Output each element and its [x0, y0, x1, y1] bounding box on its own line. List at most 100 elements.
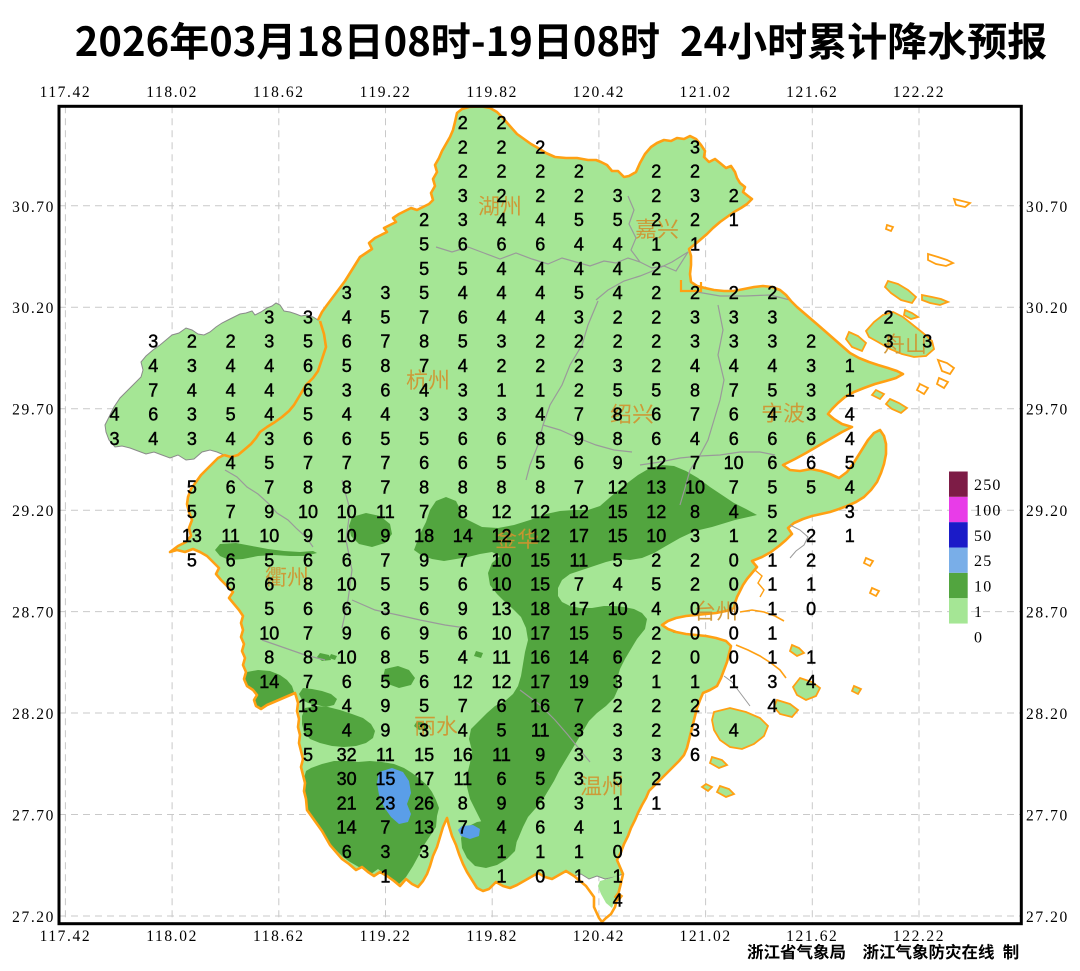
svg-text:3: 3	[342, 380, 352, 400]
svg-text:6: 6	[458, 453, 468, 473]
svg-text:6: 6	[496, 235, 506, 255]
svg-text:3: 3	[458, 380, 468, 400]
svg-text:1: 1	[613, 818, 623, 838]
svg-text:4: 4	[496, 259, 506, 279]
svg-text:119.82: 119.82	[466, 84, 518, 101]
svg-text:13: 13	[298, 696, 318, 716]
svg-text:2: 2	[651, 210, 661, 230]
svg-text:3: 3	[496, 332, 506, 352]
svg-text:6: 6	[496, 769, 506, 789]
svg-text:2: 2	[806, 526, 816, 546]
svg-text:121.62: 121.62	[786, 84, 838, 101]
svg-text:5: 5	[303, 721, 313, 741]
svg-text:2: 2	[458, 137, 468, 157]
svg-text:1: 1	[496, 380, 506, 400]
svg-text:4: 4	[767, 696, 777, 716]
svg-text:2: 2	[806, 550, 816, 570]
svg-text:2: 2	[883, 307, 893, 327]
svg-text:3: 3	[690, 137, 700, 157]
svg-text:10: 10	[724, 453, 744, 473]
svg-text:2: 2	[651, 307, 661, 327]
svg-text:12: 12	[646, 453, 666, 473]
svg-text:12: 12	[491, 672, 511, 692]
svg-text:11: 11	[221, 526, 240, 546]
svg-text:4: 4	[496, 283, 506, 303]
svg-text:3: 3	[806, 356, 816, 376]
svg-text:7: 7	[574, 575, 584, 595]
svg-text:5: 5	[651, 380, 661, 400]
svg-text:5: 5	[535, 453, 545, 473]
svg-text:16: 16	[530, 696, 550, 716]
svg-text:12: 12	[608, 478, 628, 498]
svg-text:5: 5	[187, 502, 197, 522]
svg-text:12: 12	[646, 502, 666, 522]
svg-text:6: 6	[419, 453, 429, 473]
svg-text:6: 6	[651, 429, 661, 449]
svg-text:5: 5	[767, 478, 777, 498]
svg-text:10: 10	[337, 526, 357, 546]
svg-text:2: 2	[690, 696, 700, 716]
svg-text:9: 9	[535, 745, 545, 765]
svg-text:6: 6	[342, 332, 352, 352]
svg-text:3: 3	[690, 721, 700, 741]
svg-text:120.42: 120.42	[573, 84, 625, 101]
svg-text:5: 5	[419, 696, 429, 716]
svg-text:18: 18	[414, 526, 434, 546]
svg-text:6: 6	[264, 575, 274, 595]
svg-text:3: 3	[264, 307, 274, 327]
svg-text:29.20: 29.20	[12, 503, 55, 520]
svg-text:8: 8	[264, 648, 274, 668]
svg-text:4: 4	[613, 891, 623, 911]
svg-text:5: 5	[767, 502, 777, 522]
svg-text:4: 4	[458, 721, 468, 741]
svg-text:7: 7	[419, 307, 429, 327]
svg-text:6: 6	[226, 478, 236, 498]
svg-text:10: 10	[491, 575, 511, 595]
svg-text:30.70: 30.70	[12, 199, 55, 216]
svg-text:117.42: 117.42	[40, 84, 92, 101]
svg-text:2: 2	[651, 550, 661, 570]
svg-text:5: 5	[613, 380, 623, 400]
svg-text:3: 3	[187, 405, 197, 425]
svg-text:6: 6	[342, 550, 352, 570]
svg-text:8: 8	[419, 332, 429, 352]
svg-text:5: 5	[187, 478, 197, 498]
svg-text:4: 4	[845, 429, 855, 449]
svg-text:5: 5	[806, 478, 816, 498]
svg-text:16: 16	[453, 745, 473, 765]
svg-text:4: 4	[380, 405, 390, 425]
svg-text:3: 3	[651, 745, 661, 765]
svg-text:30.20: 30.20	[12, 300, 55, 317]
svg-text:5: 5	[380, 575, 390, 595]
svg-text:2: 2	[690, 162, 700, 182]
svg-text:17: 17	[569, 599, 589, 619]
svg-text:1: 1	[496, 842, 506, 862]
svg-text:2: 2	[651, 186, 661, 206]
svg-text:7: 7	[419, 356, 429, 376]
svg-text:10: 10	[337, 648, 357, 668]
svg-text:1: 1	[974, 604, 983, 621]
svg-text:30.20: 30.20	[1026, 300, 1069, 317]
svg-text:4: 4	[729, 721, 739, 741]
svg-text:1: 1	[767, 623, 777, 643]
svg-text:7: 7	[342, 453, 352, 473]
svg-text:4: 4	[535, 307, 545, 327]
svg-text:118.62: 118.62	[253, 84, 305, 101]
svg-text:250: 250	[974, 477, 1002, 494]
svg-text:19: 19	[569, 672, 589, 692]
svg-text:5: 5	[380, 307, 390, 327]
svg-text:15: 15	[608, 526, 628, 546]
svg-text:5: 5	[767, 380, 777, 400]
svg-text:29.70: 29.70	[1026, 402, 1069, 419]
svg-text:2: 2	[806, 332, 816, 352]
svg-text:26: 26	[414, 793, 434, 813]
svg-text:9: 9	[380, 526, 390, 546]
svg-text:5: 5	[496, 721, 506, 741]
svg-text:7: 7	[380, 550, 390, 570]
svg-text:28.20: 28.20	[1026, 706, 1069, 723]
svg-text:4: 4	[496, 210, 506, 230]
svg-text:2: 2	[535, 356, 545, 376]
svg-text:2: 2	[613, 696, 623, 716]
svg-text:3: 3	[613, 672, 623, 692]
svg-text:15: 15	[530, 550, 550, 570]
